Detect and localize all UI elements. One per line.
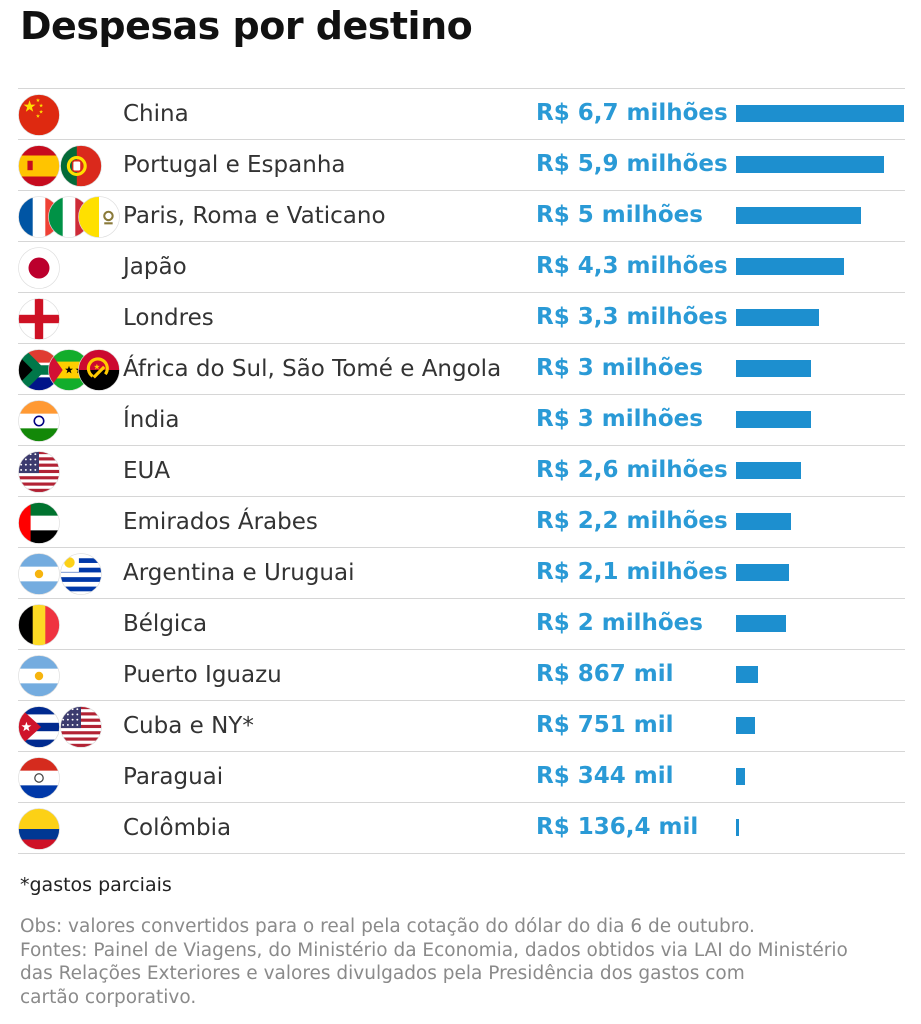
flag-group (18, 602, 122, 646)
value-label: R$ 136,4 mil (536, 814, 699, 840)
table-row: Colômbia R$ 136,4 mil (18, 802, 905, 854)
table-row: Emirados Árabes R$ 2,2 milhões (18, 496, 905, 547)
table-row: Bélgica R$ 2 milhões (18, 598, 905, 649)
value-label: R$ 2,6 milhões (536, 457, 728, 483)
flag-group (18, 449, 122, 493)
sources-note: Obs: valores convertidos para o real pel… (20, 915, 910, 1009)
value-label: R$ 3 milhões (536, 355, 703, 381)
destination-label: Paraguai (123, 764, 224, 790)
table-row: Cuba e NY* R$ 751 mil (18, 700, 905, 751)
bar (736, 207, 862, 224)
value-label: R$ 344 mil (536, 763, 674, 789)
destination-label: Londres (123, 305, 214, 331)
expense-table: China R$ 6,7 milhões Portugal e Espanha R$ … (18, 88, 905, 854)
bar (736, 564, 789, 581)
flag-group (18, 755, 122, 799)
table-row: Paraguai R$ 344 mil (18, 751, 905, 802)
bar (736, 258, 844, 275)
destination-label: Bélgica (123, 611, 208, 637)
table-row: Puerto Iguazu R$ 867 mil (18, 649, 905, 700)
destination-label: Portugal e Espanha (123, 152, 346, 178)
value-label: R$ 4,3 milhões (536, 253, 728, 279)
destination-label: EUA (123, 458, 171, 484)
value-label: R$ 3 milhões (536, 406, 703, 432)
flag-group (18, 143, 122, 187)
flag-group (18, 551, 122, 595)
value-label: R$ 5 milhões (536, 202, 703, 228)
table-row: China R$ 6,7 milhões (18, 88, 905, 139)
value-label: R$ 2,1 milhões (536, 559, 728, 585)
value-label: R$ 3,3 milhões (536, 304, 728, 330)
table-row: Índia R$ 3 milhões (18, 394, 905, 445)
destination-label: Cuba e NY* (123, 713, 254, 739)
bar (736, 768, 745, 785)
table-row: Londres R$ 3,3 milhões (18, 292, 905, 343)
destination-label: Índia (123, 407, 180, 433)
destination-label: Japão (123, 254, 187, 280)
obs-line: das Relações Exteriores e valores divulg… (20, 963, 745, 984)
chart-title: Despesas por destino (20, 4, 473, 48)
obs-line: Obs: valores convertidos para o real pel… (20, 916, 755, 937)
flag-group (18, 194, 122, 238)
value-label: R$ 751 mil (536, 712, 674, 738)
bar (736, 411, 812, 428)
flag-group (18, 398, 122, 442)
destination-label: Puerto Iguazu (123, 662, 282, 688)
destination-label: Colômbia (123, 815, 232, 841)
value-label: R$ 2,2 milhões (536, 508, 728, 534)
footnote: *gastos parciais (20, 874, 172, 896)
table-row: Paris, Roma e Vaticano R$ 5 milhões (18, 190, 905, 241)
bar (736, 309, 819, 326)
obs-line: cartão corporativo. (20, 986, 197, 1008)
destination-label: Paris, Roma e Vaticano (123, 203, 386, 229)
table-row: Argentina e Uruguai R$ 2,1 milhões (18, 547, 905, 598)
table-row: EUA R$ 2,6 milhões (18, 445, 905, 496)
destination-label: China (123, 101, 189, 127)
obs-line: Fontes: Painel de Viagens, do Ministério… (20, 939, 848, 961)
table-row: África do Sul, São Tomé e Angola R$ 3 mil… (18, 343, 905, 394)
flag-group (18, 653, 122, 697)
flag-group (18, 500, 122, 544)
flag-group (18, 806, 122, 850)
flag-group (18, 347, 122, 391)
destination-label: Argentina e Uruguai (123, 560, 355, 586)
bar (736, 615, 787, 632)
table-row: Japão R$ 4,3 milhões (18, 241, 905, 292)
value-label: R$ 867 mil (536, 661, 674, 687)
bar (736, 819, 740, 836)
flag-group (18, 245, 122, 289)
destination-label: Emirados Árabes (123, 509, 318, 535)
bar (736, 513, 792, 530)
table-row: Portugal e Espanha R$ 5,9 milhões (18, 139, 905, 190)
value-label: R$ 2 milhões (536, 610, 703, 636)
value-label: R$ 6,7 milhões (536, 100, 728, 126)
flag-group (18, 296, 122, 340)
bar (736, 462, 802, 479)
flag-group (18, 704, 122, 748)
bar (736, 666, 758, 683)
bar (736, 360, 812, 377)
bar (736, 717, 755, 734)
bar (736, 156, 884, 173)
destination-label: África do Sul, São Tomé e Angola (123, 356, 502, 382)
flag-group (18, 92, 122, 136)
bar (736, 105, 904, 122)
value-label: R$ 5,9 milhões (536, 151, 728, 177)
